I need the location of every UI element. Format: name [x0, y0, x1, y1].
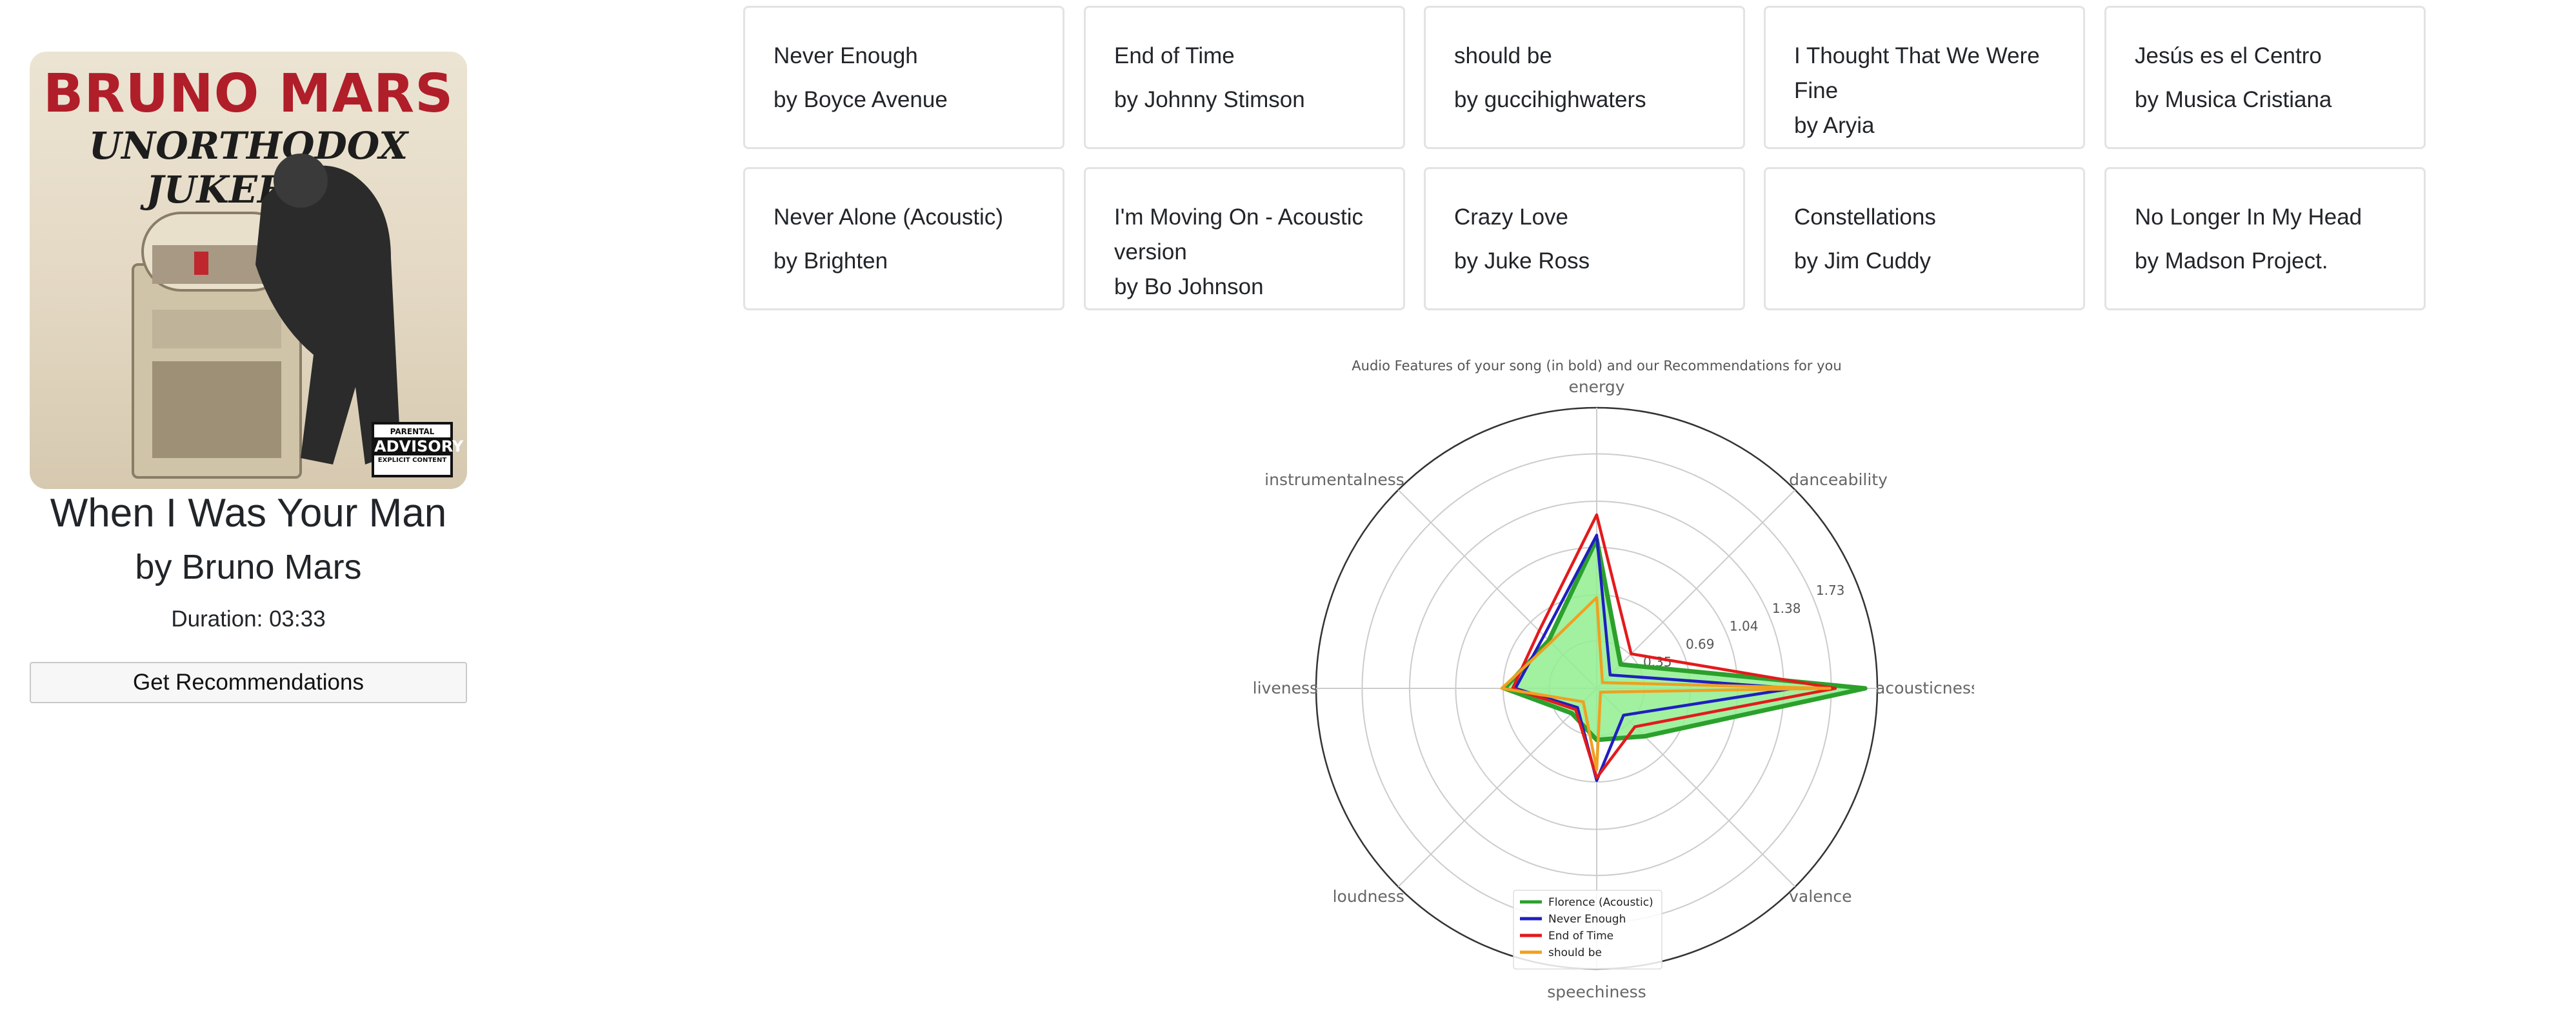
recommendation-card[interactable]: I Thought That We Were Fine by Aryia — [1764, 6, 2085, 149]
recommendation-title: I'm Moving On - Acoustic version — [1114, 205, 1363, 265]
axis-label: liveness — [1253, 679, 1318, 697]
radial-tick-label: 1.73 — [1816, 583, 1845, 598]
axis-label: valence — [1789, 887, 1852, 906]
series-line — [1513, 534, 1795, 783]
album-cover-title: BRUNO MARS — [43, 63, 454, 125]
jukebox-gorilla-illustration — [132, 154, 401, 479]
recommendation-artist: by Jim Cuddy — [1794, 248, 1932, 274]
legend-label: should be — [1548, 946, 1602, 959]
recommendation-artist: by Johnny Stimson — [1114, 87, 1305, 112]
series-line — [1500, 595, 1832, 772]
recommendation-artist: by Brighten — [774, 248, 888, 274]
axis-label: speechiness — [1547, 983, 1646, 1001]
axis-label: energy — [1568, 377, 1624, 396]
recommendation-artist: by guccihighwaters — [1454, 87, 1646, 112]
recommendation-card[interactable]: End of Time by Johnny Stimson — [1084, 6, 1405, 149]
recommendation-artist: by Boyce Avenue — [774, 87, 948, 112]
series-line — [1511, 513, 1837, 779]
recommendation-card[interactable]: Never Enough by Boyce Avenue — [743, 6, 1064, 149]
recommendation-card[interactable]: should be by guccihighwaters — [1424, 6, 1745, 149]
axis-label: instrumentalness — [1264, 470, 1404, 489]
radial-tick-label: 1.38 — [1772, 601, 1801, 616]
recommendation-card[interactable]: I'm Moving On - Acoustic version by Bo J… — [1084, 167, 1405, 310]
axis-label: acousticness — [1875, 679, 1974, 697]
recommendation-title: End of Time — [1114, 43, 1235, 68]
recommendation-title: No Longer In My Head — [2135, 205, 2362, 230]
recommendation-artist: by Madson Project. — [2135, 248, 2328, 274]
parental-advisory-label: PARENTAL ADVISORY EXPLICIT CONTENT — [372, 422, 463, 477]
song-title: When I Was Your Man — [50, 491, 447, 535]
axis-label: loudness — [1333, 887, 1404, 906]
radial-tick-label: 1.04 — [1730, 618, 1759, 634]
recommendation-title: should be — [1454, 43, 1552, 68]
recommendation-artist: by Aryia — [1794, 113, 1875, 138]
song-artist: by Bruno Mars — [135, 548, 362, 586]
recommendation-card[interactable]: Constellations by Jim Cuddy — [1764, 167, 2085, 310]
get-recommendations-button[interactable]: Get Recommendations — [30, 662, 467, 703]
audio-features-radar-chart: Audio Features of your song (in bold) an… — [1253, 358, 1974, 1001]
recommendation-title: Never Alone (Acoustic) — [774, 205, 1003, 230]
recommendation-title: Crazy Love — [1454, 205, 1569, 230]
recommendation-title: I Thought That We Were Fine — [1794, 43, 2040, 103]
recommendation-card[interactable]: No Longer In My Head by Madson Project. — [2104, 167, 2426, 310]
recommendation-title: Never Enough — [774, 43, 918, 68]
recommendation-artist: by Bo Johnson — [1114, 274, 1264, 299]
series-line — [1502, 537, 1868, 743]
legend-label: Florence (Acoustic) — [1548, 896, 1653, 909]
recommendation-artist: by Musica Cristiana — [2135, 87, 2332, 112]
axis-spoke — [1596, 489, 1796, 689]
recommendation-artist: by Juke Ross — [1454, 248, 1590, 274]
song-duration: Duration: 03:33 — [171, 606, 326, 632]
legend-label: End of Time — [1548, 930, 1613, 943]
recommendation-card[interactable]: Crazy Love by Juke Ross — [1424, 167, 1745, 310]
recommendation-card[interactable]: Jesús es el Centro by Musica Cristiana — [2104, 6, 2426, 149]
chart-legend — [1513, 890, 1662, 970]
chart-title: Audio Features of your song (in bold) an… — [1352, 358, 1841, 374]
album-cover: BRUNO MARS UNORTHODOX JUKEBOX PARENTAL A… — [30, 52, 467, 489]
radial-tick-label: 0.69 — [1686, 637, 1715, 652]
legend-label: Never Enough — [1548, 913, 1626, 926]
recommendation-card[interactable]: Never Alone (Acoustic) by Brighten — [743, 167, 1064, 310]
recommendation-title: Jesús es el Centro — [2135, 43, 2322, 68]
axis-label: danceability — [1789, 470, 1888, 489]
axis-spoke — [1397, 688, 1597, 888]
recommendation-title: Constellations — [1794, 205, 1936, 230]
